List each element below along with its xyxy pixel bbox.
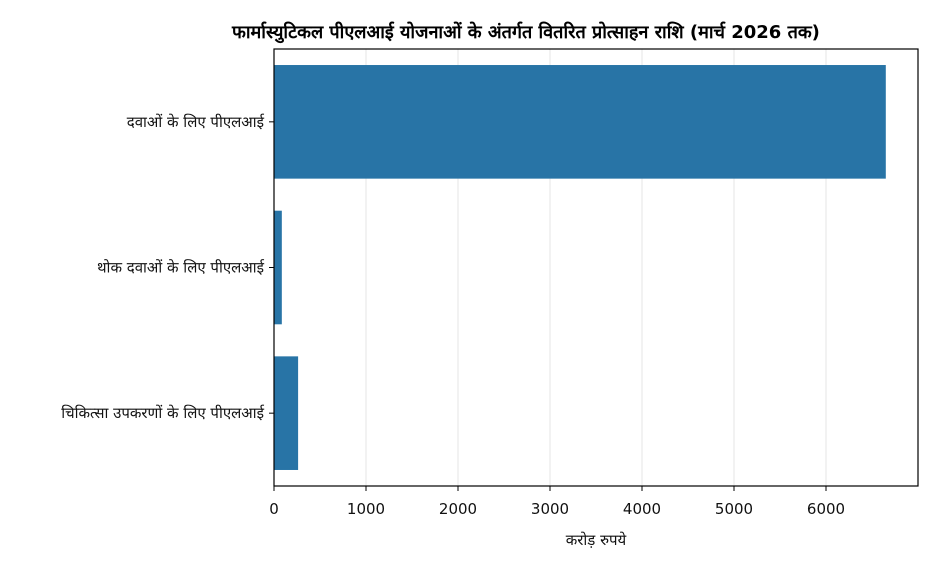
y-axis-categories: दवाओं के लिए पीएलआई थोक दवाओं के लिए पीएल…: [61, 113, 274, 422]
x-axis-label: करोड़ रुपये: [566, 531, 627, 549]
bar: [274, 65, 886, 179]
x-tick-label: 6000: [807, 500, 845, 518]
category-label: दवाओं के लिए पीएलआई: [127, 113, 265, 131]
x-tick-label: 2000: [439, 500, 477, 518]
bar: [274, 210, 282, 325]
category-label: थोक दवाओं के लिए पीएलआई: [97, 259, 265, 277]
chart-title: फार्मास्युटिकल पीएलआई योजनाओं के अंतर्गत…: [231, 21, 820, 44]
x-tick-label: 5000: [715, 500, 753, 518]
x-tick-label: 0: [269, 500, 279, 518]
category-label: चिकित्सा उपकरणों के लिए पीएलआई: [61, 404, 265, 422]
x-axis-ticks: 0 1000 2000 3000 4000 5000 6000: [269, 486, 845, 518]
bars: [274, 65, 886, 470]
x-tick-label: 1000: [347, 500, 385, 518]
bar: [274, 356, 299, 470]
x-tick-label: 4000: [623, 500, 661, 518]
x-tick-label: 3000: [531, 500, 569, 518]
